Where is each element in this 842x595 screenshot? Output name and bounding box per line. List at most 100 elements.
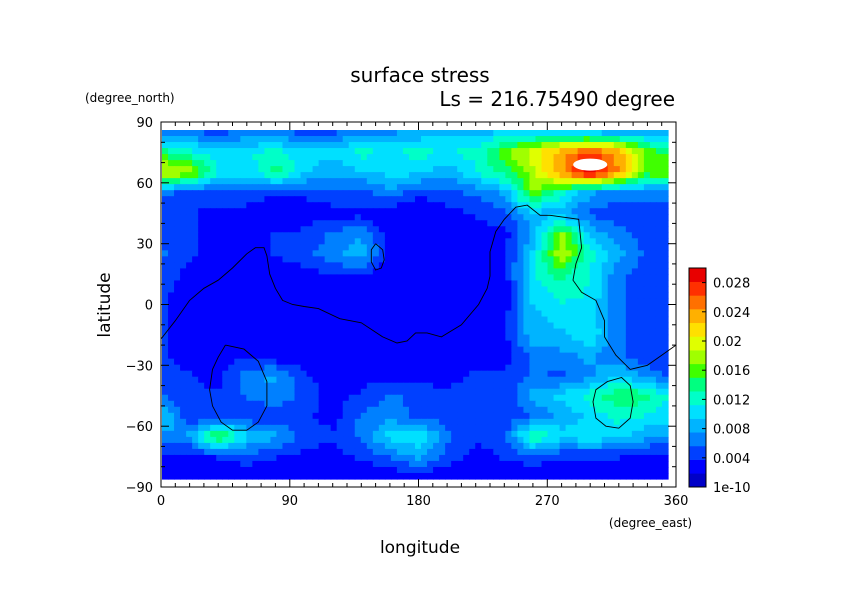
heatmap-cell <box>348 460 356 468</box>
heatmap-cell <box>625 430 633 438</box>
heatmap-cell <box>607 130 615 137</box>
heatmap-cell <box>577 190 585 197</box>
heatmap-cell <box>402 190 410 197</box>
heatmap-cell <box>517 448 525 456</box>
heatmap-cell <box>312 220 320 227</box>
heatmap-cell <box>306 418 314 426</box>
heatmap-cell <box>583 376 591 384</box>
heatmap-cell <box>348 430 356 438</box>
heatmap-cell <box>655 250 663 257</box>
heatmap-cell <box>439 190 446 197</box>
heatmap-cell <box>384 148 392 155</box>
heatmap-cell <box>276 262 284 269</box>
heatmap-cell <box>246 292 253 300</box>
heatmap-cell <box>240 352 247 360</box>
heatmap-cell <box>294 334 302 342</box>
heatmap-cell <box>384 310 392 318</box>
heatmap-cell <box>354 466 362 474</box>
heatmap-cell <box>619 130 627 137</box>
heatmap-cell <box>306 196 314 203</box>
heatmap-cell <box>433 418 440 426</box>
heatmap-cell <box>288 190 296 197</box>
heatmap-cell <box>619 406 627 414</box>
heatmap-cell <box>396 220 404 227</box>
heatmap-cell <box>511 154 518 161</box>
heatmap-cell <box>390 262 398 269</box>
heatmap-cell <box>613 430 621 438</box>
heatmap-cell <box>162 466 169 474</box>
heatmap-cell <box>439 256 446 263</box>
heatmap-cell <box>505 136 512 143</box>
heatmap-cell <box>511 412 518 420</box>
heatmap-cell <box>264 262 272 269</box>
heatmap-cell <box>601 280 609 288</box>
heatmap-cell <box>523 322 531 330</box>
heatmap-cell <box>625 460 633 468</box>
heatmap-cell <box>547 208 555 215</box>
heatmap-cell <box>306 376 314 384</box>
heatmap-cell <box>547 424 555 432</box>
heatmap-cell <box>643 436 651 444</box>
heatmap-cell <box>240 388 247 396</box>
heatmap-cell <box>174 208 181 215</box>
heatmap-cell <box>306 316 314 324</box>
heatmap-cell <box>330 280 338 288</box>
heatmap-cell <box>204 196 211 203</box>
heatmap-cell <box>252 268 259 276</box>
heatmap-cell <box>264 208 272 215</box>
heatmap-cell <box>451 238 458 245</box>
heatmap-cell <box>288 130 296 137</box>
heatmap-cell <box>619 202 627 209</box>
heatmap-cell <box>547 196 555 203</box>
heatmap-cell <box>481 244 488 251</box>
heatmap-cell <box>547 304 555 312</box>
heatmap-cell <box>451 214 458 221</box>
heatmap-cell <box>625 136 633 143</box>
heatmap-cell <box>330 304 338 312</box>
heatmap-cell <box>487 130 494 137</box>
heatmap-cell <box>649 202 657 209</box>
heatmap-cell <box>595 406 603 414</box>
heatmap-cell <box>433 358 440 366</box>
heatmap-cell <box>457 388 464 396</box>
heatmap-cell <box>390 172 398 179</box>
heatmap-cell <box>192 250 199 257</box>
heatmap-cell <box>625 346 633 354</box>
heatmap-cell <box>228 412 235 420</box>
heatmap-cell <box>270 160 278 167</box>
heatmap-cell <box>342 298 350 306</box>
heatmap-cell <box>625 382 633 390</box>
heatmap-cell <box>589 250 597 257</box>
heatmap-cell <box>354 472 362 480</box>
heatmap-cell <box>162 454 169 462</box>
heatmap-cell <box>499 376 506 384</box>
heatmap-cell <box>168 202 175 209</box>
heatmap-cell <box>529 442 537 450</box>
heatmap-cell <box>336 418 344 426</box>
heatmap-cell <box>541 298 549 306</box>
heatmap-cell <box>234 250 241 257</box>
heatmap-cell <box>607 202 615 209</box>
heatmap-cell <box>547 184 555 191</box>
heatmap-cell <box>258 184 265 191</box>
heatmap-cell <box>565 160 573 167</box>
heatmap-cell <box>192 352 199 360</box>
heatmap-cell <box>228 166 235 173</box>
heatmap-cell <box>451 346 458 354</box>
heatmap-cell <box>631 286 639 294</box>
heatmap-cell <box>649 238 657 245</box>
heatmap-cell <box>523 346 531 354</box>
heatmap-cell <box>415 238 422 245</box>
heatmap-cell <box>571 220 579 227</box>
heatmap-cell <box>619 268 627 276</box>
heatmap-cell <box>408 346 416 354</box>
heatmap-cell <box>390 352 398 360</box>
heatmap-cell <box>396 292 404 300</box>
heatmap-cell <box>577 274 585 282</box>
heatmap-cell <box>463 262 470 269</box>
heatmap-cell <box>589 298 597 306</box>
heatmap-cell <box>390 292 398 300</box>
heatmap-cell <box>475 286 482 294</box>
heatmap-cell <box>589 292 597 300</box>
heatmap-cell <box>210 334 217 342</box>
